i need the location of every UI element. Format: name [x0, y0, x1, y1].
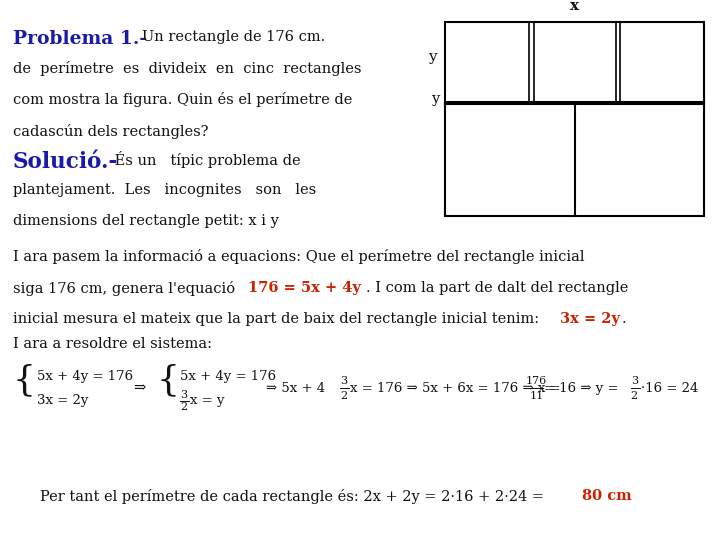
Text: x = y: x = y	[190, 394, 225, 407]
Text: ·16 = 24: ·16 = 24	[641, 382, 698, 395]
Text: inicial mesura el mateix que la part de baix del rectangle inicial tenim:: inicial mesura el mateix que la part de …	[13, 312, 544, 326]
Text: 3x = 2y: 3x = 2y	[560, 312, 620, 326]
Text: plantejament.  Les   incognites   son   les: plantejament. Les incognites son les	[13, 183, 316, 197]
Text: . I com la part de dalt del rectangle: . I com la part de dalt del rectangle	[366, 281, 628, 295]
Text: 3: 3	[340, 376, 347, 386]
Text: Solució.-: Solució.-	[13, 151, 118, 173]
Text: 2: 2	[340, 391, 347, 401]
Text: I ara pasem la informació a equacions: Que el perímetre del rectangle inicial: I ara pasem la informació a equacions: Q…	[13, 249, 585, 265]
Text: És un   típic problema de: És un típic problema de	[110, 151, 301, 168]
Bar	[445, 22, 704, 216]
Text: 3: 3	[631, 376, 638, 386]
Text: 3x = 2y: 3x = 2y	[37, 394, 89, 407]
Text: dimensions del rectangle petit: x i y: dimensions del rectangle petit: x i y	[13, 214, 279, 228]
Text: .: .	[621, 312, 626, 326]
Text: Problema 1.-: Problema 1.-	[13, 30, 147, 48]
Text: y: y	[431, 92, 438, 106]
Text: ⇒: ⇒	[133, 381, 145, 395]
Text: Per tant el perímetre de cada rectangle és: 2x + 2y = 2·16 + 2·24 =: Per tant el perímetre de cada rectangle …	[40, 489, 548, 504]
Text: 11: 11	[529, 391, 544, 401]
Text: ⇒ 5x + 4: ⇒ 5x + 4	[266, 382, 325, 395]
Text: y: y	[428, 50, 436, 64]
Text: x: x	[570, 0, 579, 14]
Text: 2: 2	[180, 402, 187, 412]
Text: Un rectangle de 176 cm.: Un rectangle de 176 cm.	[142, 30, 325, 44]
Text: 2: 2	[631, 391, 638, 401]
Text: 3: 3	[180, 390, 187, 400]
Text: x = 176 ⇒ 5x + 6x = 176 ⇒ x =: x = 176 ⇒ 5x + 6x = 176 ⇒ x =	[350, 382, 561, 395]
Text: cadascún dels rectangles?: cadascún dels rectangles?	[13, 124, 209, 139]
Text: 5x + 4y = 176: 5x + 4y = 176	[180, 370, 276, 383]
Text: 176: 176	[526, 376, 547, 386]
Text: 176 = 5x + 4y: 176 = 5x + 4y	[248, 281, 361, 295]
Text: de  perímetre  es  divideix  en  cinc  rectangles: de perímetre es divideix en cinc rectang…	[13, 61, 361, 76]
Text: {: {	[157, 363, 180, 397]
Text: siga 176 cm, genera l'equació: siga 176 cm, genera l'equació	[13, 281, 240, 296]
Text: 5x + 4y = 176: 5x + 4y = 176	[37, 370, 134, 383]
Text: I ara a resoldre el sistema:: I ara a resoldre el sistema:	[13, 338, 212, 352]
Text: = 16 ⇒ y =: = 16 ⇒ y =	[544, 382, 618, 395]
Text: com mostra la figura. Quin és el perímetre de: com mostra la figura. Quin és el perímet…	[13, 92, 352, 107]
Text: 80 cm: 80 cm	[582, 489, 631, 503]
Text: {: {	[13, 363, 36, 397]
